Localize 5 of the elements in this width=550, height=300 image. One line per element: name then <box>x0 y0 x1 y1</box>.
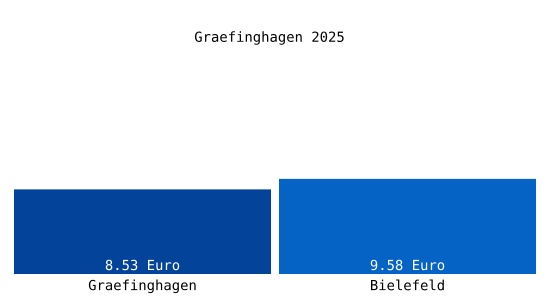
chart-title: Graefinghagen 2025 <box>194 31 344 45</box>
x-tick-label: Bielefeld <box>371 280 444 290</box>
data-label: 9.58 Euro <box>370 260 444 270</box>
data-label: 8.53 Euro <box>106 260 180 270</box>
x-tick-label: Graefinghagen <box>88 280 196 294</box>
